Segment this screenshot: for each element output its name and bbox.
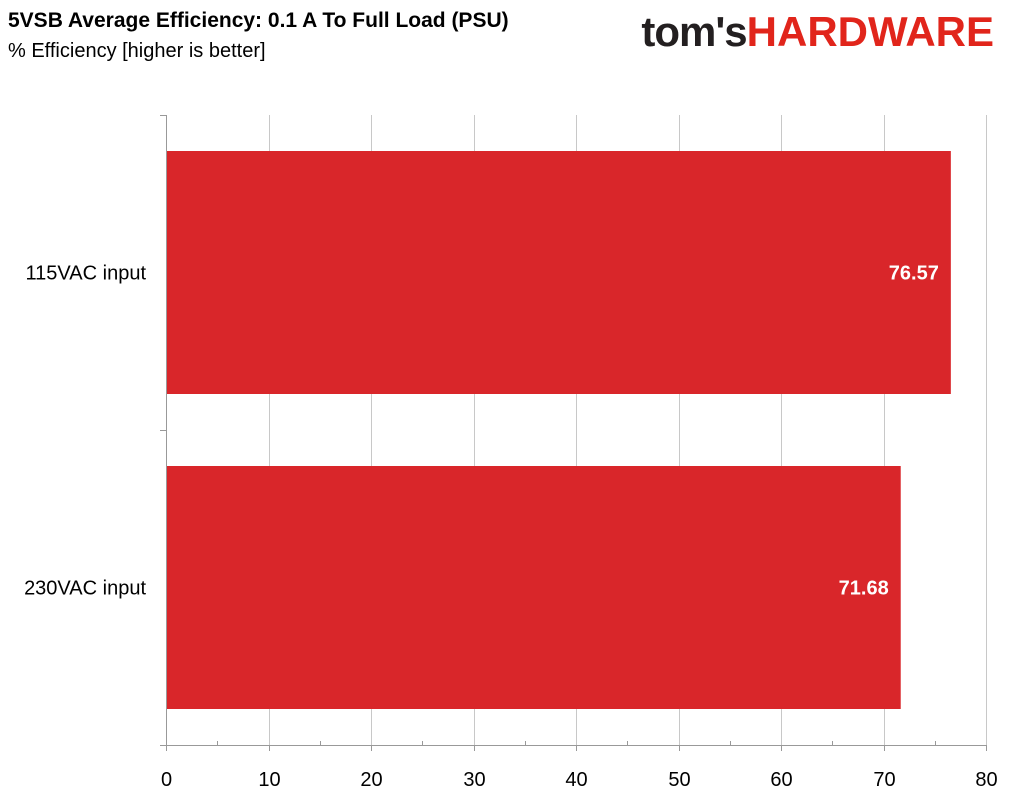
x-tick-label-60: 60 [770, 769, 792, 791]
toms-hardware-logo: tom'sHARDWARE [641, 6, 994, 58]
logo-part-toms: tom's [641, 8, 747, 55]
x-tick-label-70: 70 [873, 769, 895, 791]
bar-0 [167, 151, 951, 394]
chart-subtitle: % Efficiency [higher is better] [8, 40, 266, 62]
x-tick-label-20: 20 [360, 769, 382, 791]
logo-part-hardware: HARDWARE [746, 8, 994, 55]
x-tick-label-50: 50 [668, 769, 690, 791]
category-label-1: 230VAC input [24, 578, 146, 600]
data-label-1: 71.68 [839, 578, 889, 600]
x-tick-label-30: 30 [463, 769, 485, 791]
x-tick-label-0: 0 [161, 769, 172, 791]
bar-1 [167, 466, 901, 709]
x-tick-label-10: 10 [258, 769, 280, 791]
x-tick-label-80: 80 [975, 769, 997, 791]
chart-title: 5VSB Average Efficiency: 0.1 A To Full L… [8, 9, 509, 32]
category-label-0: 115VAC input [26, 263, 147, 285]
data-label-0: 76.57 [889, 263, 939, 285]
x-tick-label-40: 40 [565, 769, 587, 791]
